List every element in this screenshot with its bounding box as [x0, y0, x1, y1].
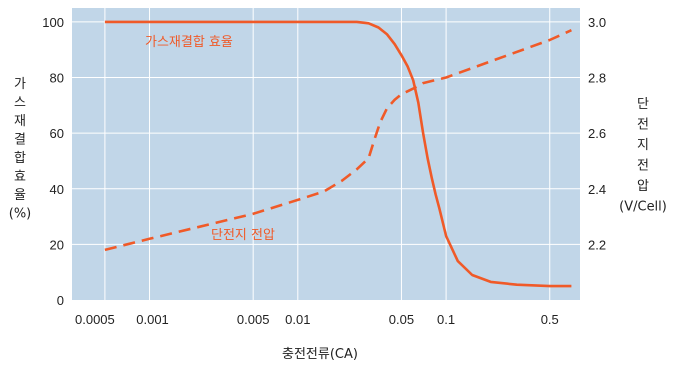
left-axis-ticks: 0 20 40 60 80 100 — [42, 15, 64, 308]
right-axis-title-char: 전 — [637, 159, 649, 174]
x-tick-label: 0.001 — [136, 312, 169, 327]
left-axis-title-char: 합 — [14, 151, 26, 166]
x-tick-label: 0.05 — [389, 312, 414, 327]
x-tick-label: 0.1 — [437, 312, 455, 327]
left-axis-title-char: 가 — [14, 77, 26, 92]
right-tick-label: 2.4 — [588, 182, 606, 197]
x-axis-ticks: 0.0005 0.001 0.005 0.01 0.05 0.1 0.5 — [75, 312, 559, 327]
left-axis-title-char: 결 — [14, 133, 26, 148]
right-tick-label: 3.0 — [588, 15, 606, 30]
right-axis-title-char: 지 — [637, 138, 649, 153]
right-axis-title-char: (V/Cell) — [619, 200, 667, 215]
left-tick-label: 20 — [50, 237, 64, 252]
left-tick-label: 40 — [50, 182, 64, 197]
right-axis-title-char: 전 — [637, 118, 649, 133]
x-tick-label: 0.005 — [237, 312, 270, 327]
left-tick-label: 100 — [42, 15, 64, 30]
series-label-efficiency: 가스재결합 효율 — [145, 35, 233, 50]
left-axis-title-char: 스 — [14, 96, 26, 111]
left-tick-label: 60 — [50, 126, 64, 141]
efficiency-line — [104, 20, 572, 288]
left-axis-title-char: 효 — [14, 170, 26, 185]
series-layer — [104, 20, 572, 288]
right-tick-label: 2.2 — [588, 237, 606, 252]
left-axis-title-char: (%) — [9, 207, 32, 222]
left-tick-label: 0 — [57, 293, 64, 308]
x-tick-label: 0.01 — [285, 312, 310, 327]
left-axis-title-char: 율 — [14, 188, 26, 203]
left-axis-title-char: 재 — [14, 114, 26, 129]
right-axis-title-char: 단 — [637, 97, 649, 112]
right-axis-title-char: 압 — [637, 179, 649, 194]
right-tick-label: 2.6 — [588, 126, 606, 141]
series-label-voltage: 단전지 전압 — [211, 228, 275, 243]
right-tick-label: 2.8 — [588, 71, 606, 86]
x-tick-label: 0.5 — [541, 312, 559, 327]
plot-area — [72, 8, 580, 300]
x-tick-label: 0.0005 — [75, 312, 115, 327]
voltage-line — [104, 29, 572, 252]
x-axis-title: 충전전류(CA) — [282, 347, 358, 362]
right-axis-ticks: 2.2 2.4 2.6 2.8 3.0 — [588, 15, 606, 252]
left-tick-label: 80 — [50, 71, 64, 86]
